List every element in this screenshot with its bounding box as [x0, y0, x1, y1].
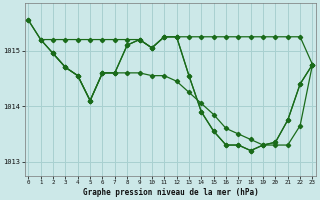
- X-axis label: Graphe pression niveau de la mer (hPa): Graphe pression niveau de la mer (hPa): [83, 188, 258, 197]
